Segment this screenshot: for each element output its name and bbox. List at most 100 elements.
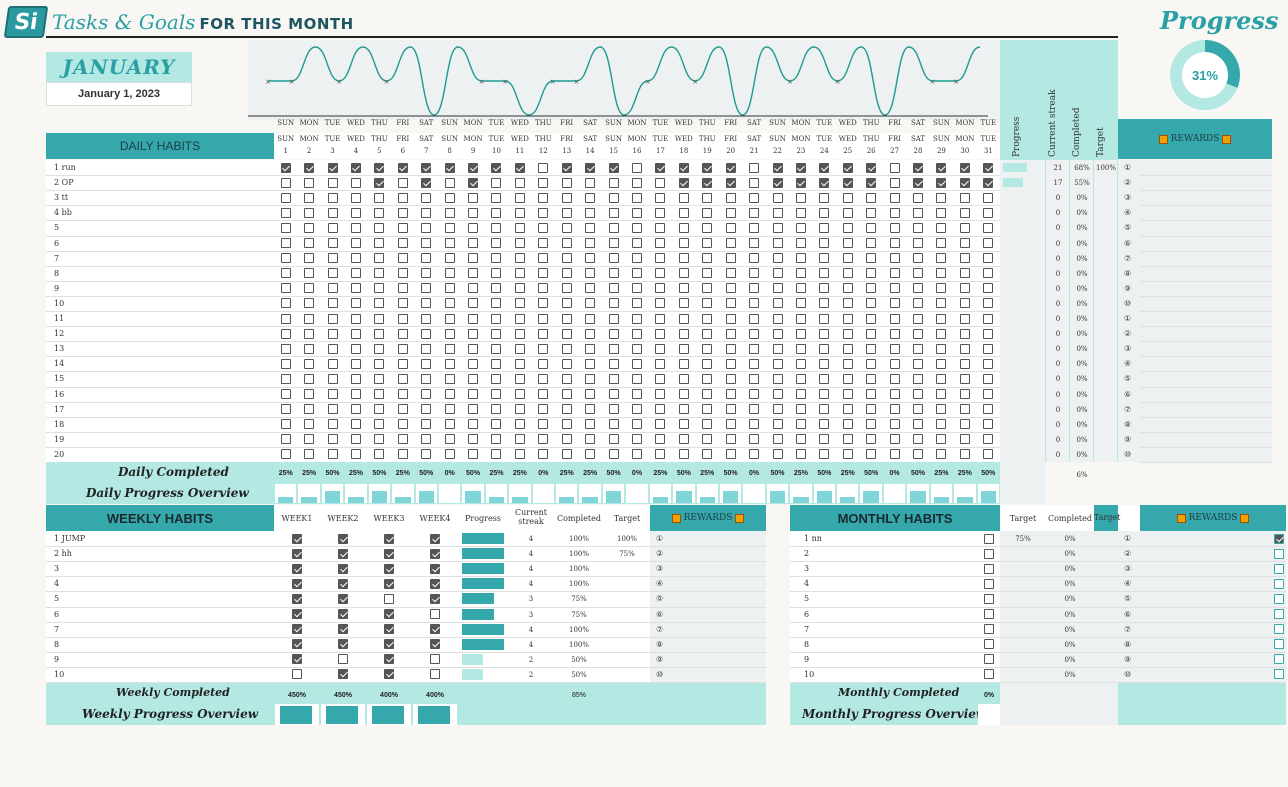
habit-checkbox[interactable] — [795, 177, 806, 188]
habit-checkbox[interactable] — [397, 389, 408, 399]
habit-checkbox[interactable] — [959, 177, 970, 188]
habit-checkbox[interactable] — [280, 389, 291, 399]
weekly-checkbox[interactable] — [338, 578, 348, 589]
habit-checkbox[interactable] — [421, 298, 432, 309]
habit-checkbox[interactable] — [374, 404, 385, 415]
habit-checkbox[interactable] — [421, 238, 432, 248]
habit-checkbox[interactable] — [913, 192, 924, 203]
habit-checkbox[interactable] — [749, 162, 760, 173]
weekly-checkbox[interactable] — [292, 533, 302, 544]
habit-checkbox[interactable] — [936, 177, 947, 188]
habit-checkbox[interactable] — [702, 328, 713, 339]
habit-checkbox[interactable] — [304, 358, 315, 369]
habit-checkbox[interactable] — [350, 192, 361, 203]
habit-checkbox[interactable] — [350, 419, 361, 430]
habit-checkbox[interactable] — [678, 283, 689, 294]
habit-checkbox[interactable] — [772, 373, 783, 384]
weekly-checkbox[interactable] — [430, 669, 440, 680]
habit-checkbox[interactable] — [327, 389, 338, 399]
habit-checkbox[interactable] — [889, 283, 900, 294]
habit-checkbox[interactable] — [678, 434, 689, 445]
habit-checkbox[interactable] — [561, 313, 572, 324]
habit-checkbox[interactable] — [678, 373, 689, 384]
habit-checkbox[interactable] — [842, 313, 853, 324]
habit-checkbox[interactable] — [491, 207, 502, 218]
habit-checkbox[interactable] — [866, 373, 877, 384]
habit-checkbox[interactable] — [632, 419, 642, 430]
monthly-checkbox[interactable] — [984, 609, 994, 619]
habit-checkbox[interactable] — [772, 404, 783, 415]
habit-checkbox[interactable] — [585, 343, 596, 354]
habit-checkbox[interactable] — [374, 298, 385, 309]
habit-checkbox[interactable] — [819, 298, 830, 309]
habit-checkbox[interactable] — [491, 373, 502, 384]
habit-checkbox[interactable] — [397, 313, 408, 324]
habit-checkbox[interactable] — [936, 192, 947, 203]
habit-checkbox[interactable] — [889, 253, 900, 264]
habit-checkbox[interactable] — [421, 358, 432, 369]
monthly-target[interactable]: 75% — [1015, 535, 1031, 543]
habit-checkbox[interactable] — [468, 222, 479, 233]
habit-checkbox[interactable] — [585, 222, 596, 233]
habit-checkbox[interactable] — [866, 268, 877, 279]
habit-checkbox[interactable] — [491, 253, 502, 264]
habit-checkbox[interactable] — [608, 419, 619, 430]
habit-checkbox[interactable] — [678, 192, 689, 203]
habit-checkbox[interactable] — [350, 328, 361, 339]
habit-checkbox[interactable] — [655, 389, 666, 399]
habit-checkbox[interactable] — [866, 222, 877, 233]
habit-checkbox[interactable] — [655, 283, 666, 294]
habit-checkbox[interactable] — [983, 449, 994, 460]
habit-checkbox[interactable] — [608, 283, 619, 294]
habit-checkbox[interactable] — [280, 434, 291, 445]
habit-checkbox[interactable] — [444, 162, 455, 173]
habit-checkbox[interactable] — [702, 404, 713, 415]
habit-checkbox[interactable] — [374, 283, 385, 294]
weekly-checkbox[interactable] — [384, 548, 394, 559]
habit-checkbox[interactable] — [842, 238, 853, 248]
habit-checkbox[interactable] — [655, 238, 666, 248]
habit-checkbox[interactable] — [632, 162, 642, 173]
habit-checkbox[interactable] — [866, 192, 877, 203]
habit-checkbox[interactable] — [959, 207, 970, 218]
habit-checkbox[interactable] — [889, 192, 900, 203]
habit-checkbox[interactable] — [913, 207, 924, 218]
habit-checkbox[interactable] — [819, 162, 830, 173]
monthly-reward-checkbox[interactable] — [1274, 669, 1284, 680]
habit-checkbox[interactable] — [608, 222, 619, 233]
weekly-checkbox[interactable] — [338, 533, 348, 544]
habit-checkbox[interactable] — [936, 328, 947, 339]
weekly-habit-name[interactable]: 8 — [54, 639, 60, 649]
habit-checkbox[interactable] — [608, 268, 619, 279]
habit-checkbox[interactable] — [514, 449, 525, 460]
habit-checkbox[interactable] — [468, 192, 479, 203]
habit-checkbox[interactable] — [491, 283, 502, 294]
habit-checkbox[interactable] — [304, 192, 315, 203]
habit-checkbox[interactable] — [397, 419, 408, 430]
habit-checkbox[interactable] — [350, 389, 361, 399]
habit-checkbox[interactable] — [280, 177, 291, 188]
habit-checkbox[interactable] — [561, 434, 572, 445]
habit-checkbox[interactable] — [795, 404, 806, 415]
habit-checkbox[interactable] — [795, 253, 806, 264]
habit-checkbox[interactable] — [421, 162, 432, 173]
habit-checkbox[interactable] — [374, 389, 385, 399]
habit-checkbox[interactable] — [304, 343, 315, 354]
habit-checkbox[interactable] — [913, 328, 924, 339]
monthly-checkbox[interactable] — [984, 533, 994, 544]
habit-checkbox[interactable] — [772, 192, 783, 203]
habit-checkbox[interactable] — [421, 404, 432, 415]
weekly-checkbox[interactable] — [430, 563, 440, 574]
habit-checkbox[interactable] — [280, 358, 291, 369]
habit-checkbox[interactable] — [561, 162, 572, 173]
habit-checkbox[interactable] — [468, 313, 479, 324]
monthly-checkbox[interactable] — [984, 578, 994, 589]
weekly-checkbox[interactable] — [292, 578, 302, 589]
habit-checkbox[interactable] — [350, 358, 361, 369]
habit-checkbox[interactable] — [538, 222, 549, 233]
weekly-checkbox[interactable] — [338, 593, 348, 604]
habit-checkbox[interactable] — [819, 192, 830, 203]
habit-checkbox[interactable] — [585, 449, 596, 460]
habit-checkbox[interactable] — [702, 298, 713, 309]
habit-checkbox[interactable] — [491, 389, 502, 399]
